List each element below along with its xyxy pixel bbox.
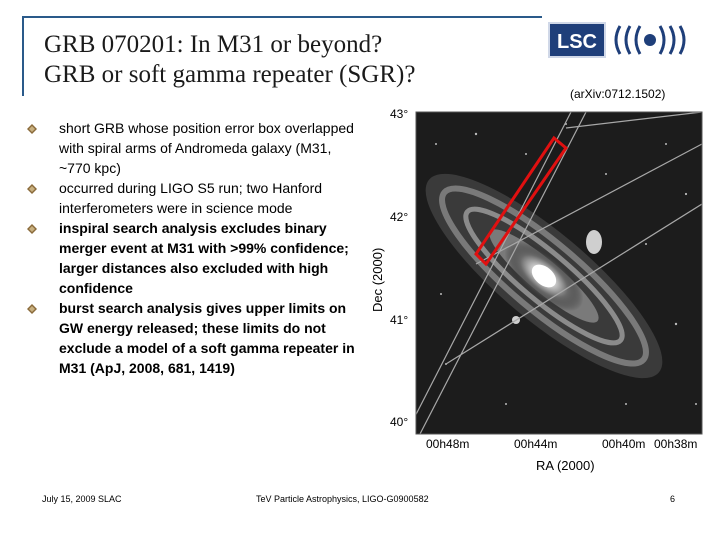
y-tick-label: 42° — [390, 210, 408, 224]
x-tick-label: 00h40m — [602, 437, 645, 451]
bullet-text: occurred during LIGO S5 run; two Hanford… — [59, 180, 323, 216]
grb-error-box — [474, 135, 569, 267]
lsc-logo: LSC — [548, 22, 690, 58]
bullet-list: short GRB whose position error box overl… — [24, 118, 364, 378]
slide-title: GRB 070201: In M31 or beyond? GRB or sof… — [44, 30, 564, 90]
x-tick-label: 00h48m — [426, 437, 469, 451]
bullet-item: short GRB whose position error box overl… — [24, 118, 364, 178]
bullet-item: burst search analysis gives upper limits… — [24, 298, 364, 378]
title-line-2: GRB or soft gamma repeater (SGR)? — [44, 61, 416, 88]
title-line-1: GRB 070201: In M31 or beyond? — [44, 31, 383, 58]
bullet-item: occurred during LIGO S5 run; two Hanford… — [24, 178, 364, 218]
diamond-bullet-icon — [27, 124, 37, 134]
y-tick-label: 40° — [390, 415, 408, 429]
y-tick-label: 41° — [390, 313, 408, 327]
lsc-logo-text: LSC — [548, 22, 606, 58]
m31-sky-plot: 43° 42° 41° 40° Dec (2000) 00h48m 00h44m… — [370, 107, 703, 473]
citation: (arXiv:0712.1502) — [570, 87, 666, 101]
x-tick-label: 00h38m — [654, 437, 697, 451]
y-axis-label: Dec (2000) — [370, 248, 385, 312]
bullet-text: burst search analysis gives upper limits… — [59, 300, 355, 376]
page-number: 6 — [670, 494, 676, 504]
x-axis-label: RA (2000) — [536, 458, 595, 473]
y-tick-label: 43° — [390, 107, 408, 121]
diamond-bullet-icon — [27, 224, 37, 234]
title-frame — [22, 16, 542, 96]
bullet-item: inspiral search analysis excludes binary… — [24, 218, 364, 298]
diamond-bullet-icon — [27, 304, 37, 314]
diamond-bullet-icon — [27, 184, 37, 194]
footer-date: July 15, 2009 SLAC — [42, 494, 122, 504]
galaxy-image — [416, 112, 702, 434]
bullet-text: inspiral search analysis excludes binary… — [59, 220, 349, 296]
footer-conference: TeV Particle Astrophysics, LIGO-G0900582 — [256, 494, 429, 504]
x-tick-label: 00h44m — [514, 437, 557, 451]
bullet-text: short GRB whose position error box overl… — [59, 120, 354, 176]
ligo-waves-icon — [614, 25, 686, 55]
